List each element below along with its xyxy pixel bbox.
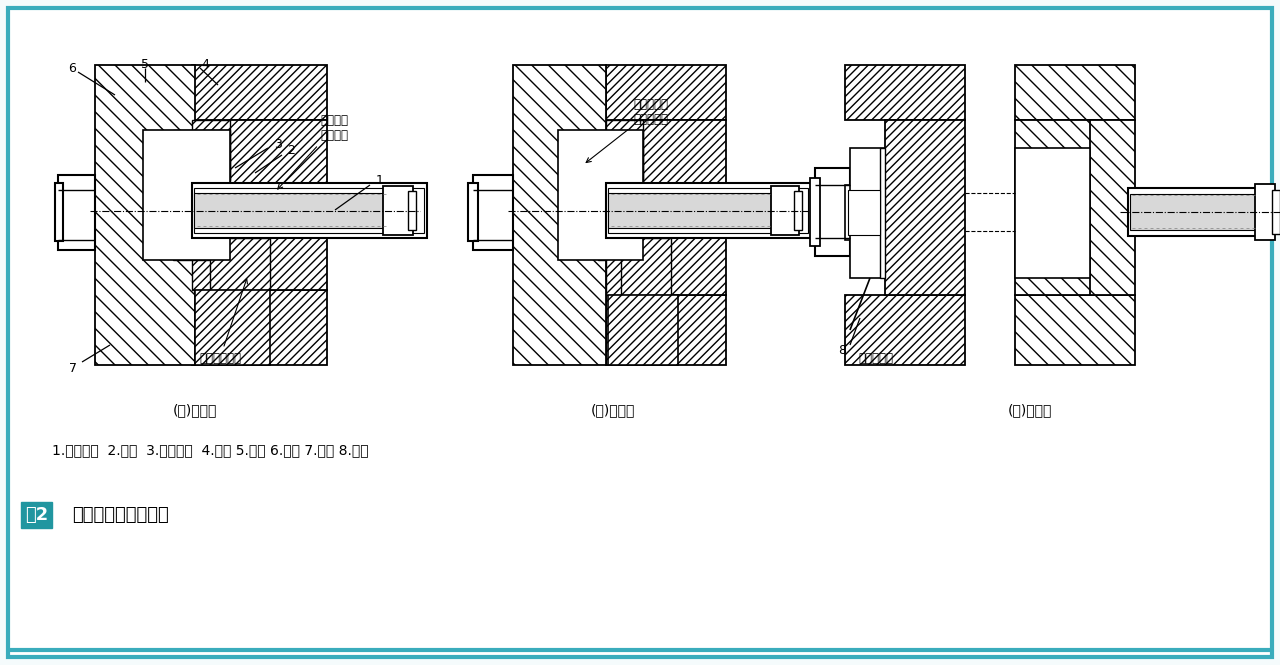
Bar <box>195 290 270 365</box>
Bar <box>408 191 416 230</box>
Bar <box>1015 65 1135 120</box>
Bar <box>192 120 230 180</box>
Text: 型腔内是否
有残留水分: 型腔内是否 有残留水分 <box>586 98 668 162</box>
Text: 1.压射冲头  2.压室  3.液体金属  4.定型 5.动型 6.型腔 7.浇道 8.余料: 1.压射冲头 2.压室 3.液体金属 4.定型 5.动型 6.型腔 7.浇道 8… <box>52 443 369 457</box>
Bar <box>192 183 428 238</box>
Bar <box>1091 120 1135 295</box>
Bar <box>605 183 812 238</box>
Text: 图2: 图2 <box>26 506 49 524</box>
Bar <box>605 120 643 180</box>
Bar <box>845 295 965 365</box>
Bar <box>383 186 413 235</box>
Bar <box>845 65 965 120</box>
Bar <box>58 175 95 250</box>
Bar <box>608 188 808 233</box>
Bar <box>192 230 230 290</box>
Bar <box>810 178 820 246</box>
Bar <box>95 65 195 365</box>
Bar <box>845 185 884 240</box>
Bar <box>1254 184 1275 240</box>
Bar <box>608 193 776 228</box>
Bar <box>849 190 881 235</box>
Bar <box>513 65 605 365</box>
Bar <box>192 65 326 120</box>
Bar <box>1018 152 1078 202</box>
Bar <box>173 130 230 260</box>
Text: 4: 4 <box>201 57 209 70</box>
Bar <box>850 148 884 278</box>
Bar <box>558 130 643 260</box>
Text: 合型压铸开型示意图: 合型压铸开型示意图 <box>72 506 169 524</box>
Text: 8: 8 <box>838 344 846 356</box>
Bar <box>143 130 230 260</box>
Bar <box>605 65 726 120</box>
Bar <box>474 175 513 250</box>
Bar <box>1015 148 1091 278</box>
Text: 压室内易
残留水分: 压室内易 残留水分 <box>278 114 348 189</box>
Text: 2: 2 <box>287 144 294 158</box>
Bar <box>605 230 643 295</box>
Bar <box>210 238 270 290</box>
Text: 容易漏水位置: 容易漏水位置 <box>198 279 247 364</box>
Bar <box>884 120 965 295</box>
Bar <box>1015 120 1094 295</box>
Bar <box>195 193 389 228</box>
Text: 7: 7 <box>69 362 77 374</box>
Bar <box>1130 194 1260 230</box>
Bar <box>643 120 726 295</box>
Text: 3: 3 <box>274 138 282 150</box>
Text: 5: 5 <box>141 57 148 70</box>
Bar <box>192 290 326 365</box>
Bar <box>1128 188 1268 236</box>
Text: (ｂ)　压铸: (ｂ) 压铸 <box>591 403 635 417</box>
Bar <box>55 183 63 241</box>
Bar <box>468 183 477 241</box>
Text: 浇口套漏水: 浇口套漏水 <box>858 352 893 364</box>
Bar <box>771 186 799 235</box>
Bar <box>621 238 671 295</box>
Bar <box>605 295 726 365</box>
Text: 1: 1 <box>376 174 384 188</box>
Bar <box>794 191 803 230</box>
Text: 6: 6 <box>68 61 76 74</box>
Bar <box>598 130 643 260</box>
Bar <box>1015 295 1135 365</box>
Bar <box>1272 190 1280 234</box>
Text: (ｃ)　开型: (ｃ) 开型 <box>1007 403 1052 417</box>
Bar <box>230 120 326 290</box>
Bar <box>608 295 678 365</box>
Bar <box>881 148 884 278</box>
Text: (ａ)　合型: (ａ) 合型 <box>173 403 218 417</box>
Bar <box>195 188 424 233</box>
Bar <box>815 168 850 256</box>
